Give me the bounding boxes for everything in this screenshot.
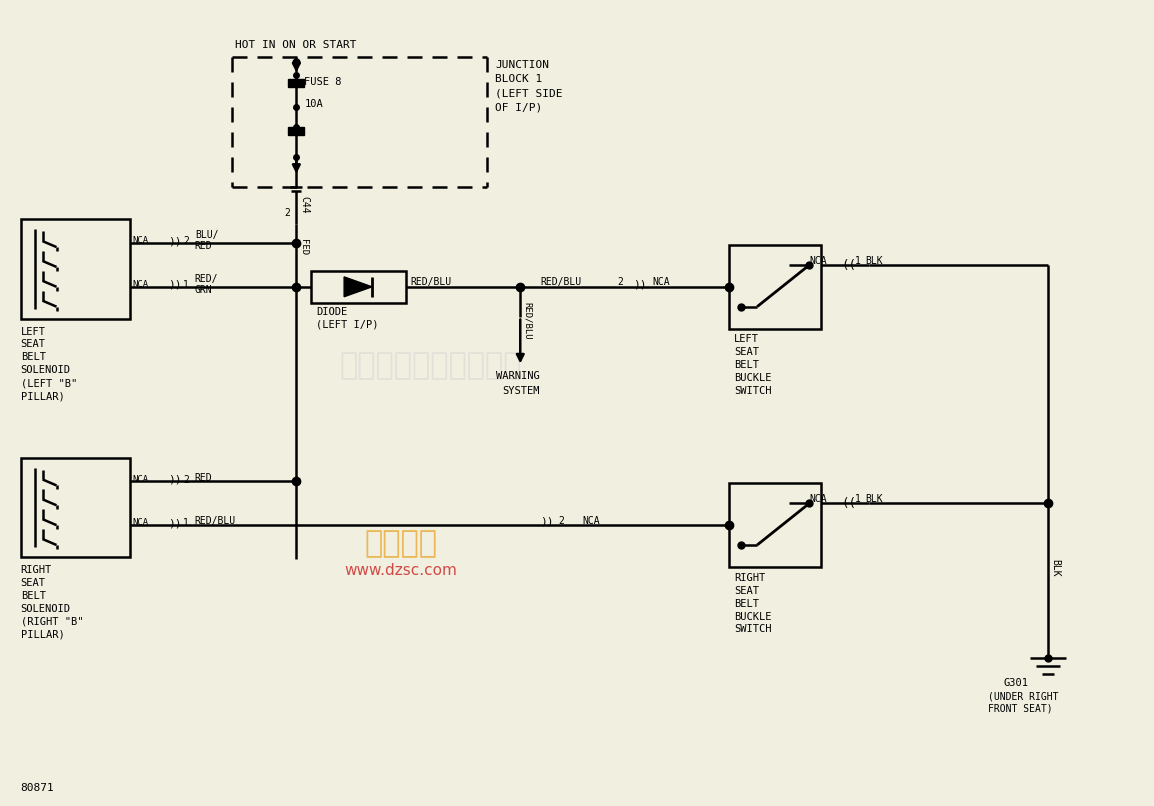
Text: C44: C44	[299, 197, 309, 214]
Text: BELT: BELT	[21, 591, 46, 600]
Text: RED/: RED/	[195, 274, 218, 284]
Text: FUSE 8: FUSE 8	[305, 77, 342, 87]
Text: NCA: NCA	[582, 516, 600, 526]
Text: SEAT: SEAT	[734, 347, 759, 357]
Text: NCA: NCA	[809, 256, 826, 266]
Bar	[729, 484, 820, 567]
Text: PILLAR): PILLAR)	[21, 391, 65, 401]
Text: GRN: GRN	[195, 285, 212, 295]
Text: NCA: NCA	[133, 280, 148, 289]
Text: SOLENOID: SOLENOID	[21, 365, 70, 376]
Text: 2: 2	[182, 236, 189, 246]
Text: ((: ((	[841, 259, 856, 272]
Text: BLK: BLK	[1050, 559, 1061, 576]
Text: RIGHT: RIGHT	[734, 573, 765, 583]
Text: NCA: NCA	[133, 518, 148, 527]
Text: WARNING: WARNING	[496, 372, 540, 381]
Text: RED: RED	[195, 472, 212, 483]
Text: 80871: 80871	[21, 783, 54, 793]
Text: SYSTEM: SYSTEM	[502, 386, 540, 396]
Text: SWITCH: SWITCH	[734, 625, 772, 634]
Text: (UNDER RIGHT: (UNDER RIGHT	[988, 691, 1058, 701]
Text: BLK: BLK	[866, 494, 883, 505]
Text: PILLAR): PILLAR)	[21, 629, 65, 639]
Text: SWITCH: SWITCH	[734, 386, 772, 396]
Text: SEAT: SEAT	[21, 578, 46, 588]
Text: RED/BLU: RED/BLU	[195, 516, 235, 526]
Text: )): ))	[540, 516, 554, 526]
Text: NCA: NCA	[133, 475, 148, 484]
Text: BUCKLE: BUCKLE	[734, 612, 772, 621]
Text: FRONT SEAT): FRONT SEAT)	[988, 704, 1052, 714]
Text: NCA: NCA	[653, 277, 670, 287]
Text: (LEFT "B": (LEFT "B"	[21, 378, 77, 388]
Text: LEFT: LEFT	[734, 334, 759, 344]
Text: 10A: 10A	[305, 99, 323, 109]
Text: )): ))	[168, 518, 181, 528]
Text: RED/BLU: RED/BLU	[540, 277, 582, 287]
Text: 2: 2	[182, 475, 189, 484]
Bar	[21, 219, 130, 318]
Text: (LEFT I/P): (LEFT I/P)	[316, 319, 379, 330]
Text: RIGHT: RIGHT	[21, 565, 52, 575]
Text: SEAT: SEAT	[734, 586, 759, 596]
Text: HOT IN ON OR START: HOT IN ON OR START	[234, 39, 357, 49]
Bar	[21, 458, 130, 557]
Polygon shape	[288, 127, 305, 135]
Text: (RIGHT "B": (RIGHT "B"	[21, 617, 83, 626]
Polygon shape	[344, 277, 372, 297]
Text: RED/BLU: RED/BLU	[411, 277, 452, 287]
Text: BLU/: BLU/	[195, 231, 218, 240]
Text: 1: 1	[182, 518, 189, 528]
Text: 1: 1	[855, 494, 861, 505]
Text: SEAT: SEAT	[21, 339, 46, 350]
Text: BELT: BELT	[21, 352, 46, 363]
Text: www.dzsc.com: www.dzsc.com	[344, 563, 457, 579]
Text: RED/BLU: RED/BLU	[523, 301, 532, 339]
Polygon shape	[288, 79, 305, 87]
Text: NCA: NCA	[809, 494, 826, 505]
Text: NCA: NCA	[133, 236, 148, 245]
Text: OF I/P): OF I/P)	[495, 102, 542, 112]
Text: RED: RED	[195, 241, 212, 251]
Text: 1: 1	[855, 256, 861, 266]
Text: BELT: BELT	[734, 360, 759, 370]
Text: 1: 1	[182, 280, 189, 290]
Text: DIODE: DIODE	[316, 306, 347, 317]
Text: BELT: BELT	[734, 599, 759, 609]
Text: BUCKLE: BUCKLE	[734, 373, 772, 383]
Text: 2: 2	[559, 516, 564, 526]
Text: )): ))	[168, 280, 181, 290]
Text: )): ))	[168, 475, 181, 484]
Text: JUNCTION: JUNCTION	[495, 60, 549, 70]
Text: BLK: BLK	[866, 256, 883, 266]
Text: 2: 2	[617, 277, 623, 287]
Text: ((: ((	[841, 497, 856, 510]
Text: 2: 2	[284, 208, 291, 218]
Text: G301: G301	[1004, 678, 1029, 688]
Bar	[729, 245, 820, 329]
Text: FED: FED	[299, 239, 308, 256]
Text: 杭州将睢科技有限公司: 杭州将睢科技有限公司	[339, 351, 522, 380]
Text: )): ))	[168, 236, 181, 246]
Text: LEFT: LEFT	[21, 326, 46, 337]
Text: 维库一下: 维库一下	[365, 530, 437, 559]
Bar	[312, 271, 406, 303]
Text: )): ))	[632, 280, 646, 290]
Text: BLOCK 1: BLOCK 1	[495, 74, 542, 85]
Text: (LEFT SIDE: (LEFT SIDE	[495, 88, 563, 98]
Text: SOLENOID: SOLENOID	[21, 604, 70, 613]
